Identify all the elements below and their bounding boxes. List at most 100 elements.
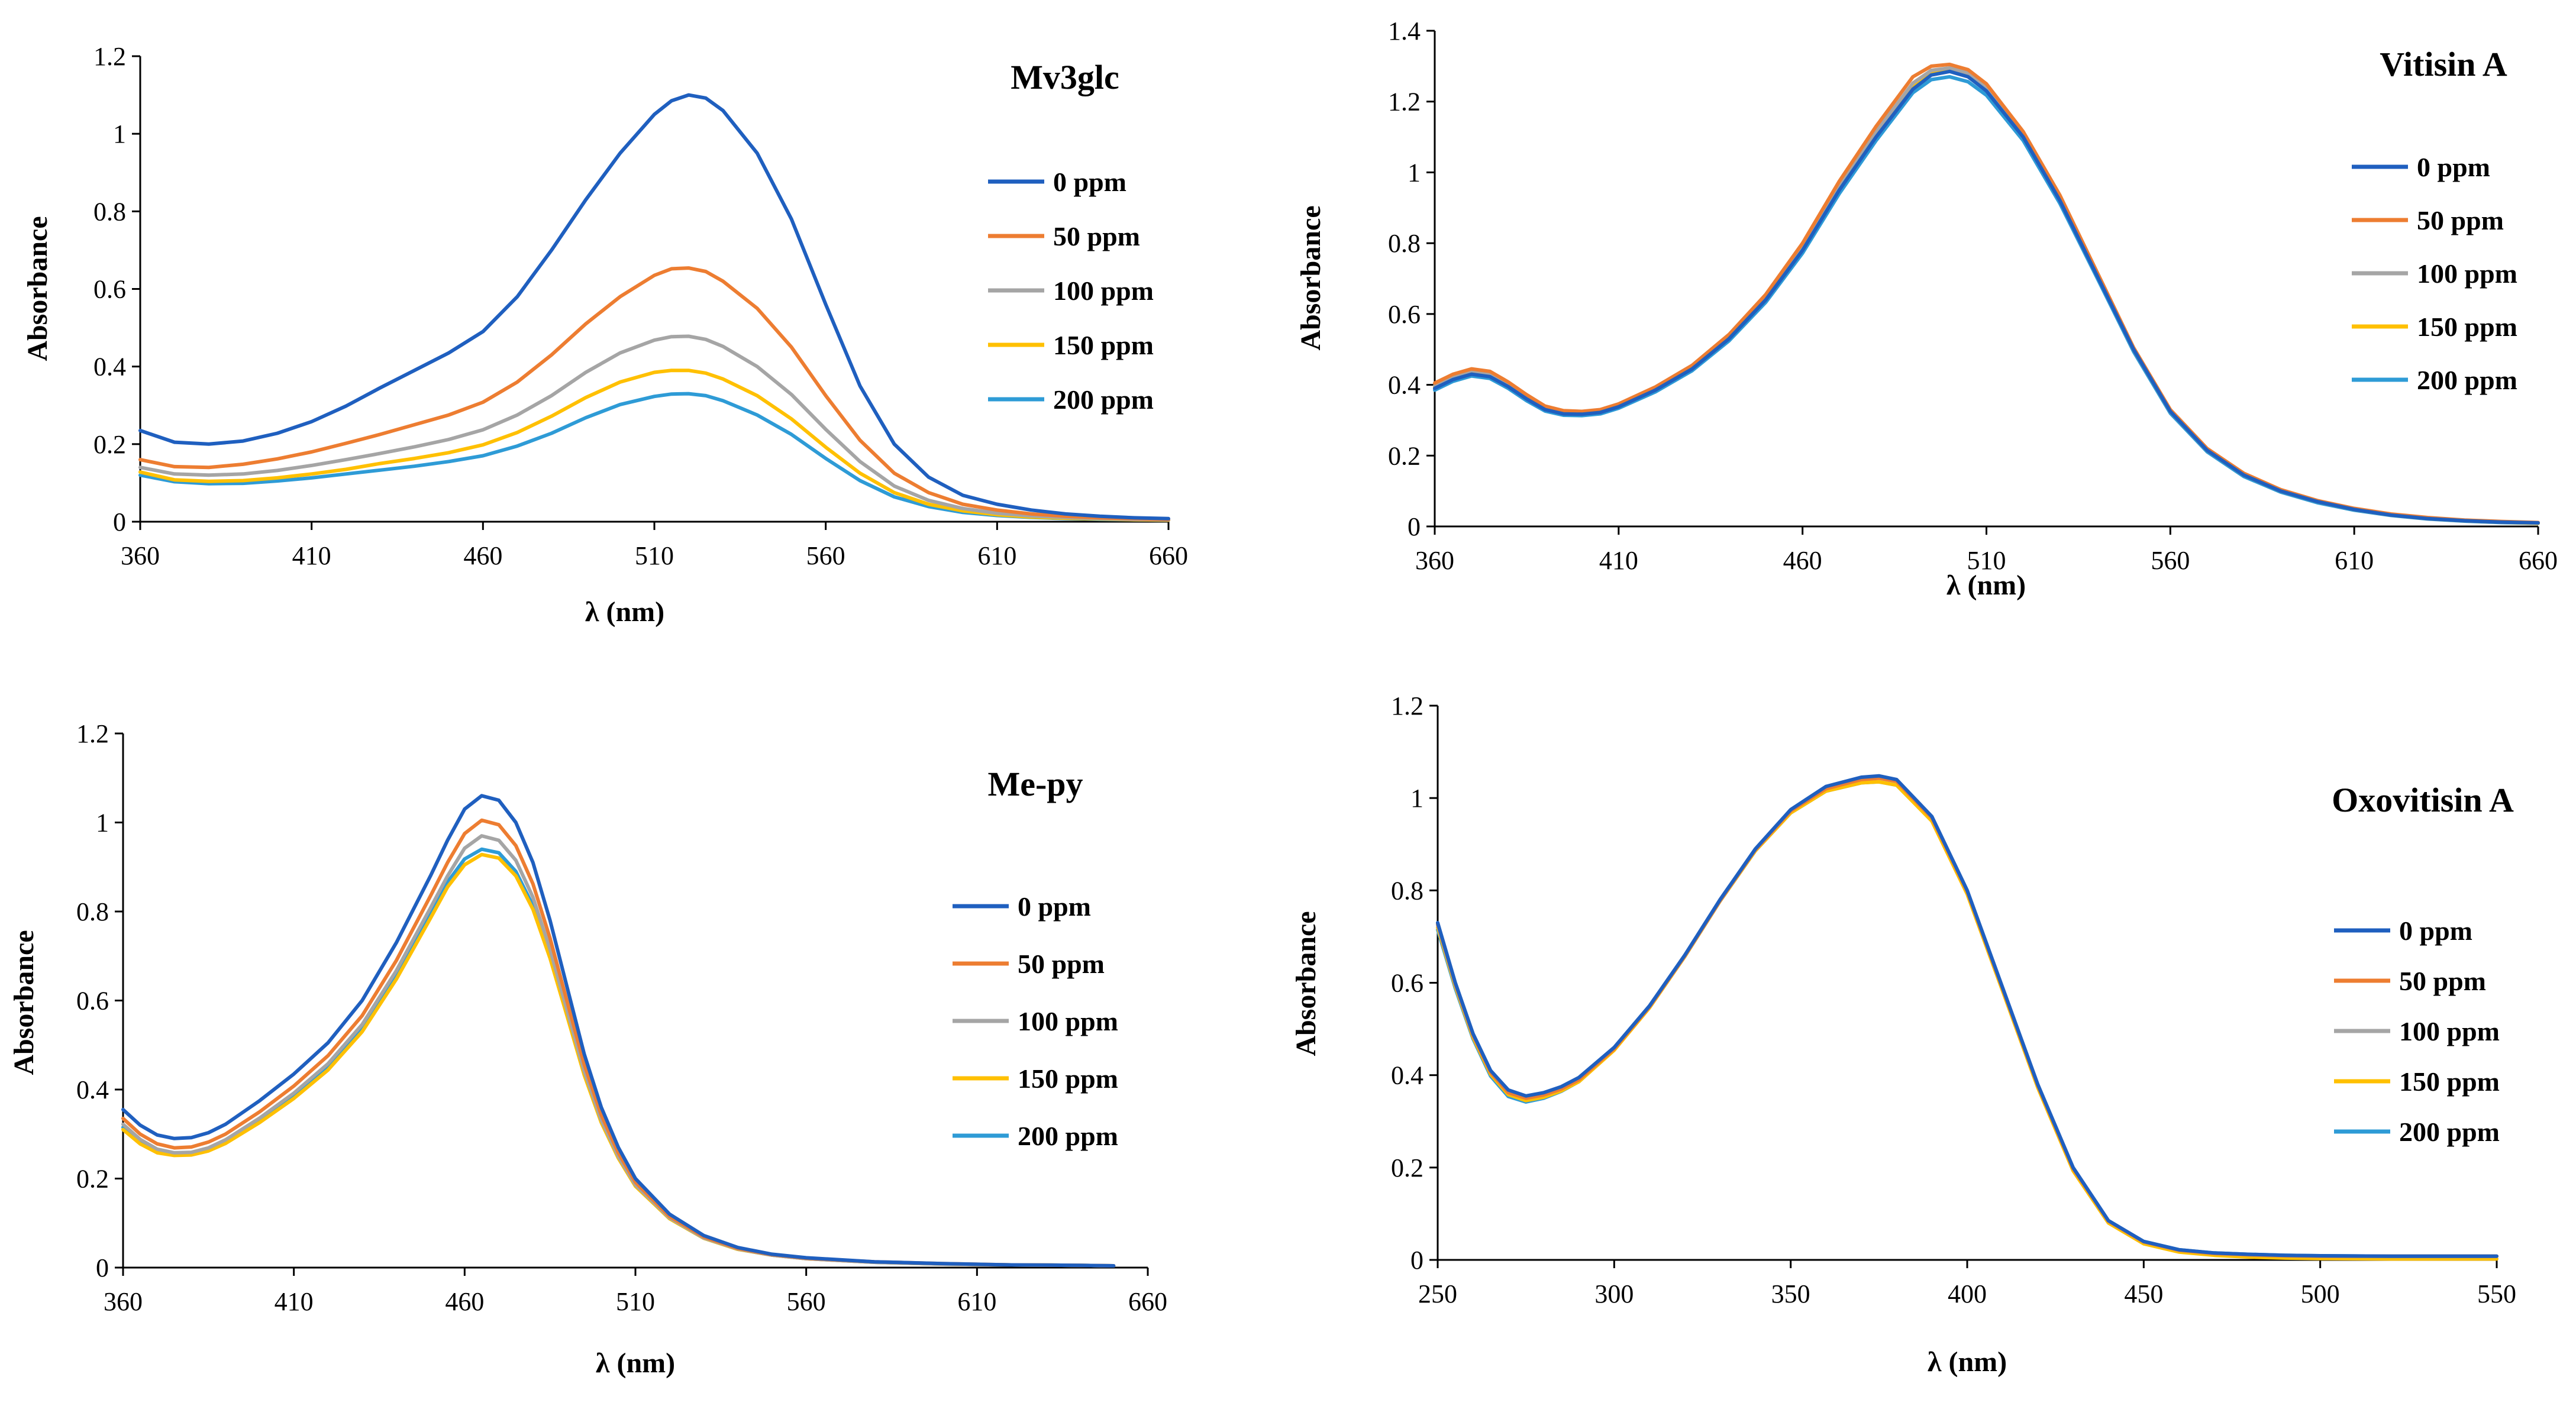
x-tick-label: 360: [121, 541, 160, 570]
x-tick-label: 510: [1967, 546, 2006, 575]
legend: 0 ppm 50 ppm 100 ppm 150 ppm 200 ppm: [2352, 152, 2517, 395]
series-line-150-ppm: [1436, 780, 2498, 1261]
y-axis-label: Absorbance: [22, 216, 53, 361]
x-tick-label: 360: [1415, 546, 1454, 575]
x-tick-label: 560: [787, 1287, 826, 1316]
series-line-0-ppm: [1436, 774, 2498, 1258]
series-line-100-ppm: [1436, 775, 2498, 1258]
x-tick-label: 610: [957, 1287, 996, 1316]
series-line-100-ppm: [1433, 66, 2540, 525]
series-line-50-ppm: [138, 266, 1170, 522]
y-tick-label: 0.6: [1388, 300, 1421, 329]
y-tick-label: 1.2: [1388, 88, 1421, 117]
y-tick-label: 0.2: [93, 430, 126, 459]
y-tick-label: 0.4: [93, 353, 126, 382]
y-tick-label: 0.6: [93, 275, 126, 304]
x-tick-label: 460: [445, 1287, 484, 1316]
y-tick-label: 0.6: [1391, 969, 1423, 998]
x-tick-label: 250: [1418, 1279, 1457, 1308]
series-line-100-ppm: [121, 834, 1116, 1268]
x-tick-label: 450: [2124, 1279, 2163, 1308]
x-tick-label: 610: [2335, 546, 2374, 575]
series-line-0-ppm: [1433, 69, 2540, 525]
y-tick-label: 0: [1408, 512, 1421, 541]
series-line-150-ppm: [138, 369, 1170, 522]
legend-label: 100 ppm: [1018, 1006, 1118, 1036]
y-tick-label: 0.6: [76, 987, 109, 1016]
x-tick-label: 300: [1594, 1279, 1634, 1308]
x-tick-label: 400: [1948, 1279, 1987, 1308]
legend-label: 50 ppm: [2417, 205, 2504, 235]
y-axis-label: Absorbance: [1295, 205, 1326, 350]
legend: 0 ppm 50 ppm 100 ppm 150 ppm 200 ppm: [988, 167, 1154, 415]
legend-label: 150 ppm: [1018, 1064, 1118, 1094]
legend-label: 150 ppm: [1053, 330, 1154, 360]
legend-label: 0 ppm: [1018, 891, 1091, 922]
x-axis-label: λ (nm): [596, 1347, 675, 1379]
legend-label: 50 ppm: [1018, 949, 1105, 979]
series-line-50-ppm: [1436, 776, 2498, 1258]
chart-panel-4: 0 0.2 0.4 0.6 0.8 1 1.2 250 300 350 400 450 500 550 λ …: [1290, 691, 2516, 1378]
chart-panel-1: 0 0.2 0.4 0.6 0.8 1 1.2 360 410 460 510 560 610 660 λ …: [22, 42, 1188, 628]
y-axis-label: Absorbance: [1290, 911, 1322, 1056]
y-tick-label: 1.4: [1388, 17, 1421, 46]
legend-label: 200 ppm: [2399, 1117, 2500, 1147]
x-tick-label: 510: [616, 1287, 655, 1316]
x-axis-label: λ (nm): [1946, 570, 2026, 601]
legend-label: 0 ppm: [2399, 916, 2472, 946]
series-line-0-ppm: [121, 794, 1116, 1268]
y-tick-label: 0: [1410, 1246, 1423, 1275]
y-tick-label: 0.4: [1388, 371, 1421, 400]
y-tick-label: 1.2: [1391, 691, 1423, 720]
y-tick-label: 1: [1410, 784, 1423, 813]
x-tick-label: 410: [1599, 546, 1638, 575]
series-line-150-ppm: [1433, 69, 2540, 525]
y-tick-label: 0.8: [1388, 229, 1421, 258]
series-line-50-ppm: [1433, 62, 2540, 525]
y-tick-label: 0.4: [76, 1075, 109, 1104]
legend-label: 100 ppm: [2399, 1016, 2500, 1046]
x-tick-label: 350: [1771, 1279, 1810, 1308]
y-tick-label: 0: [113, 508, 126, 536]
legend-label: 50 ppm: [1053, 221, 1140, 251]
y-tick-label: 0.8: [76, 897, 109, 926]
legend: 0 ppm 50 ppm 100 ppm 150 ppm 200 ppm: [953, 891, 1118, 1151]
series-line-50-ppm: [121, 818, 1116, 1268]
legend-label: 100 ppm: [2417, 258, 2517, 289]
chart-panel-2: 0 0.2 0.4 0.6 0.8 1 1.2 1.4 360 410 460 510 560 610 66…: [1295, 17, 2558, 601]
x-tick-label: 610: [977, 541, 1016, 570]
legend-label: 0 ppm: [1053, 167, 1126, 197]
y-tick-label: 1.2: [76, 719, 109, 748]
chart-title: Mv3glc: [1011, 58, 1119, 96]
y-tick-label: 1: [96, 809, 109, 838]
x-axis-label: λ (nm): [585, 596, 664, 628]
series-line-200-ppm: [121, 847, 1116, 1268]
y-tick-label: 0.2: [76, 1165, 109, 1194]
series-line-200-ppm: [1433, 75, 2540, 525]
legend-label: 50 ppm: [2399, 966, 2486, 996]
legend-label: 0 ppm: [2417, 152, 2490, 182]
x-tick-label: 510: [635, 541, 674, 570]
chart-title: Vitisin A: [2380, 45, 2507, 83]
legend: 0 ppm 50 ppm 100 ppm 150 ppm 200 ppm: [2334, 916, 2500, 1147]
y-tick-label: 0.2: [1391, 1153, 1423, 1182]
series-line-100-ppm: [138, 334, 1170, 522]
legend-label: 100 ppm: [1053, 276, 1154, 306]
x-tick-label: 360: [104, 1287, 143, 1316]
y-tick-label: 0.2: [1388, 441, 1421, 470]
x-tick-label: 550: [2477, 1279, 2516, 1308]
series-line-150-ppm: [121, 852, 1116, 1268]
x-tick-label: 410: [292, 541, 331, 570]
x-tick-label: 410: [275, 1287, 314, 1316]
x-axis-label: λ (nm): [1928, 1346, 2007, 1378]
x-tick-label: 560: [806, 541, 845, 570]
series-line-200-ppm: [1436, 780, 2498, 1258]
x-tick-label: 560: [2151, 546, 2190, 575]
x-tick-label: 500: [2301, 1279, 2340, 1308]
y-axis-label: Absorbance: [8, 930, 40, 1075]
y-tick-label: 1: [113, 119, 126, 148]
y-tick-label: 1: [1408, 158, 1421, 187]
chart-panel-3: 0 0.2 0.4 0.6 0.8 1 1.2 360 410 460 510 560 610 660 λ …: [8, 719, 1167, 1379]
x-tick-label: 460: [463, 541, 502, 570]
